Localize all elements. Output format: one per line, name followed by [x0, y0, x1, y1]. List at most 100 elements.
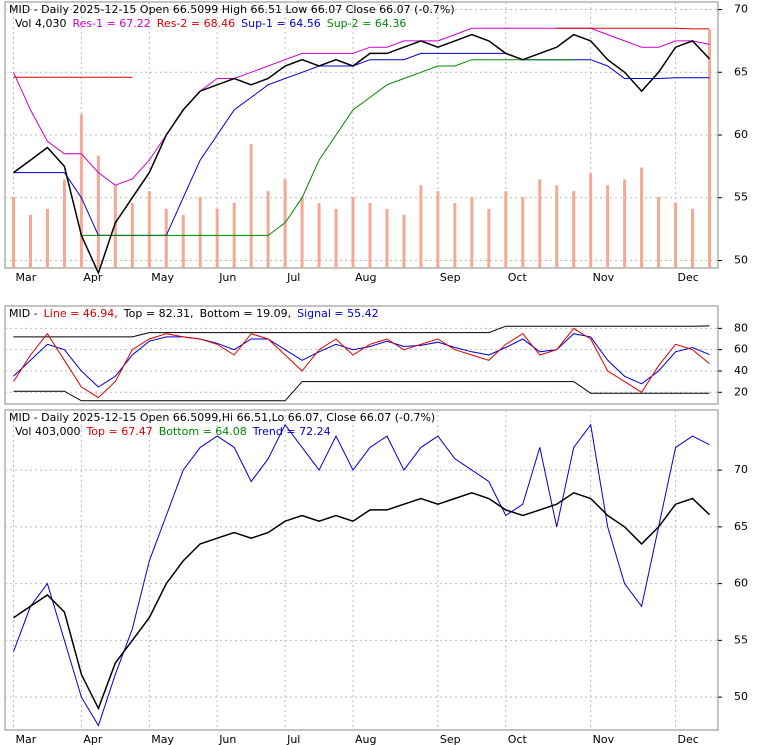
x-tick-label: Sep [440, 733, 461, 745]
volume-bar [589, 173, 593, 268]
series-line [13, 27, 710, 78]
volume-bar [436, 191, 440, 268]
y-tick-label: 65 [734, 520, 748, 533]
volume-bar [487, 208, 491, 268]
legend-entry: Vol 403,000 [15, 425, 80, 438]
panel-title: MID - Line = 46.94, Top = 82.31, Bottom = 1… [9, 307, 379, 320]
y-tick-label: 60 [734, 343, 748, 356]
x-tick-label: Aug [355, 733, 376, 745]
volume-bar [283, 179, 287, 268]
title-text: MID - Daily 2025-12-15 Open 66.5099 High… [9, 3, 455, 16]
volume-bar [11, 197, 15, 268]
y-tick-label: 60 [734, 128, 748, 141]
panel-title: MID - Daily 2025-12-15 Open 66.5099,Hi 6… [9, 411, 435, 424]
legend-entry: Signal = 55.42 [297, 307, 379, 320]
volume-bar [28, 214, 32, 268]
x-tick-label: Jul [286, 271, 300, 284]
y-tick-label: 20 [734, 385, 748, 398]
volume-bar [79, 114, 83, 268]
volume-bar [419, 185, 423, 268]
volume-bar [623, 179, 627, 268]
volume-bar [334, 208, 338, 268]
legend-entry: Res-1 = 67.22 [72, 17, 150, 30]
volume-bar [555, 185, 559, 268]
legend-entry: Top = 67.47 [85, 425, 152, 438]
volume-bar [521, 197, 525, 268]
volume-bar [181, 214, 185, 268]
volume-bar [657, 197, 661, 268]
series-line [13, 327, 710, 399]
volume-bar [538, 179, 542, 268]
volume-bar [674, 202, 678, 268]
panel-title: MID - Daily 2025-12-15 Open 66.5099 High… [9, 3, 455, 16]
legend-entry: Top = 82.31, [123, 307, 194, 320]
volume-bar [606, 185, 610, 268]
x-tick-label: Jun [218, 733, 236, 745]
x-tick-label: Apr [83, 733, 103, 745]
volume-bar [266, 191, 270, 268]
volume-bar [164, 208, 168, 268]
series-line [13, 423, 710, 727]
series-line [13, 27, 710, 186]
x-tick-label: Aug [355, 271, 376, 284]
title-text: MID - [9, 307, 38, 320]
y-tick-label: 55 [734, 633, 748, 646]
x-tick-label: Dec [678, 733, 699, 745]
series-line [13, 325, 710, 338]
volume-bar [368, 202, 372, 268]
title-text: MID - Daily 2025-12-15 Open 66.5099,Hi 6… [9, 411, 435, 424]
y-tick-label: 70 [734, 463, 748, 476]
volume-bar [317, 202, 321, 268]
volume-bar [453, 202, 457, 268]
volume-bar [691, 208, 695, 268]
x-tick-label: Oct [508, 271, 528, 284]
series-line [13, 491, 711, 711]
volume-bar [113, 185, 117, 268]
series-line [13, 333, 710, 388]
y-tick-label: 40 [734, 364, 748, 377]
plot-frame [4, 305, 719, 405]
y-tick-label: 80 [734, 321, 748, 334]
legend-entry: Sup-1 = 64.56 [241, 17, 321, 30]
legend-entry: Trend = 72.24 [252, 425, 331, 438]
panel-legend: Vol 403,000 Top = 67.47 Bottom = 64.08 Tren… [15, 425, 331, 438]
volume-bar [640, 167, 644, 268]
x-tick-label: Mar [15, 733, 36, 745]
volume-bar [96, 155, 100, 268]
legend-entry: Vol 4,030 [15, 17, 66, 30]
legend-entry: Line = 46.94, [44, 307, 118, 320]
volume-bar [351, 197, 355, 268]
volume-bar [708, 29, 712, 268]
volume-bar [198, 197, 202, 268]
volume-bar [572, 191, 576, 268]
panel-legend: Vol 4,030 Res-1 = 67.22 Res-2 = 68.46 Sup-1… [15, 17, 406, 30]
x-tick-label: Dec [678, 271, 699, 284]
y-tick-label: 60 [734, 577, 748, 590]
y-tick-label: 50 [734, 690, 748, 703]
series-line [13, 381, 710, 402]
y-tick-label: 70 [734, 3, 748, 16]
plot-frame [4, 409, 719, 731]
x-tick-label: Jun [218, 271, 236, 284]
x-tick-label: May [151, 271, 174, 284]
series-line [13, 33, 711, 276]
x-tick-label: Apr [83, 271, 103, 284]
x-tick-label: Jul [286, 733, 300, 745]
legend-entry: Sup-2 = 64.36 [327, 17, 407, 30]
volume-bar [402, 214, 406, 268]
volume-bar [504, 191, 508, 268]
volume-bar [147, 191, 151, 268]
legend-entry: Res-2 = 68.46 [157, 17, 235, 30]
x-tick-label: May [151, 733, 174, 745]
volume-bar [385, 208, 389, 268]
x-tick-label: Nov [593, 733, 615, 745]
legend-entry: Bottom = 64.08 [159, 425, 247, 438]
volume-bar [470, 197, 474, 268]
volume-bar [249, 143, 253, 268]
legend-entry: Bottom = 19.09, [200, 307, 292, 320]
x-tick-label: Sep [440, 271, 461, 284]
volume-bar [215, 208, 219, 268]
volume-bar [45, 208, 49, 268]
